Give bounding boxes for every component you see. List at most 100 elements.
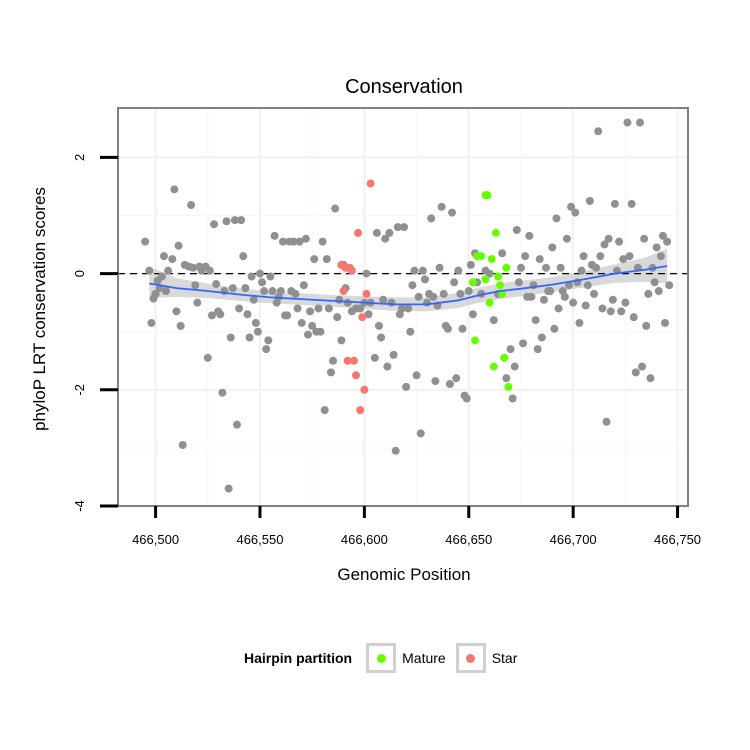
point-other: [241, 284, 250, 293]
point-other: [191, 281, 200, 290]
point-other: [527, 292, 536, 301]
point-other: [258, 278, 267, 287]
point-other: [427, 214, 436, 223]
point-other: [583, 281, 592, 290]
point-other: [308, 321, 317, 330]
point-other: [665, 281, 674, 290]
point-other: [521, 252, 530, 261]
point-other: [170, 185, 179, 194]
point-other: [439, 289, 448, 298]
point-other: [640, 234, 649, 243]
point-other: [556, 263, 565, 272]
smooth-confidence-band: [149, 248, 668, 312]
point-mature: [487, 255, 496, 264]
y-tick-label: -4: [72, 500, 87, 512]
point-other: [404, 304, 413, 313]
point-star: [352, 371, 361, 380]
point-other: [397, 304, 406, 313]
point-other: [255, 269, 264, 278]
point-other: [650, 278, 659, 287]
point-other: [289, 237, 298, 246]
point-other: [145, 266, 154, 275]
point-other: [247, 272, 256, 281]
point-other: [452, 374, 461, 383]
point-other: [370, 353, 379, 362]
point-other: [383, 362, 392, 371]
point-other: [377, 333, 386, 342]
point-other: [253, 327, 262, 336]
point-mature: [500, 353, 509, 362]
point-mature: [489, 362, 498, 371]
point-other: [374, 321, 383, 330]
confidence-band-layer: [149, 248, 668, 312]
point-other: [295, 237, 304, 246]
point-other: [445, 379, 454, 388]
point-other: [443, 324, 452, 333]
legend: Hairpin partition Mature Star: [244, 640, 527, 676]
point-other: [329, 356, 338, 365]
point-other: [237, 216, 246, 225]
point-other: [646, 374, 655, 383]
point-other: [301, 234, 310, 243]
point-other: [590, 289, 599, 298]
point-other: [164, 266, 173, 275]
point-other: [502, 374, 511, 383]
y-tick-label: 0: [72, 270, 87, 277]
point-other: [333, 313, 342, 322]
point-star: [366, 179, 375, 188]
point-other: [193, 298, 202, 307]
y-axis-label: phyloP LRT conservation scores: [30, 187, 49, 431]
point-other: [485, 269, 494, 278]
point-other: [462, 394, 471, 403]
point-other: [564, 281, 573, 290]
point-other: [224, 484, 233, 493]
y-tick-label: 2: [72, 154, 87, 161]
point-other: [268, 287, 277, 296]
point-other: [602, 417, 611, 426]
point-other: [320, 406, 329, 415]
point-other: [297, 318, 306, 327]
point-other: [205, 266, 214, 275]
point-other: [389, 350, 398, 359]
point-other: [658, 231, 667, 240]
point-other: [623, 118, 632, 127]
point-other: [178, 440, 187, 449]
point-other: [264, 336, 273, 345]
point-other: [230, 216, 239, 225]
point-mature: [498, 289, 507, 298]
point-other: [577, 266, 586, 275]
axes-layer: 466,500 466,550 466,600 466,650 466,700 466,7…: [72, 154, 701, 547]
point-other: [226, 333, 235, 342]
point-other: [147, 318, 156, 327]
point-other: [562, 234, 571, 243]
point-mature: [468, 278, 477, 287]
point-other: [270, 231, 279, 240]
x-tick-label: 466,600: [341, 532, 388, 547]
legend-key-mature: [366, 643, 397, 673]
points-layer: [141, 118, 674, 493]
legend-dot-star: [466, 653, 476, 663]
point-other: [262, 345, 271, 354]
point-other: [542, 263, 551, 272]
point-other: [454, 266, 463, 275]
point-other: [571, 208, 580, 217]
point-other: [364, 310, 373, 319]
point-other: [356, 304, 365, 313]
point-other: [410, 266, 419, 275]
y-tick-label: -2: [72, 384, 87, 396]
point-other: [379, 295, 388, 304]
point-star: [354, 228, 363, 237]
point-mature: [502, 263, 511, 272]
point-other: [627, 199, 636, 208]
point-mature: [481, 275, 490, 284]
point-other: [337, 336, 346, 345]
point-other: [249, 295, 258, 304]
point-other: [299, 281, 308, 290]
legend-title: Hairpin partition: [244, 650, 353, 666]
x-tick-label: 466,750: [654, 532, 701, 547]
point-mature: [491, 228, 500, 237]
point-other: [617, 307, 626, 316]
point-other: [207, 311, 216, 320]
point-other: [537, 333, 546, 342]
point-other: [416, 429, 425, 438]
